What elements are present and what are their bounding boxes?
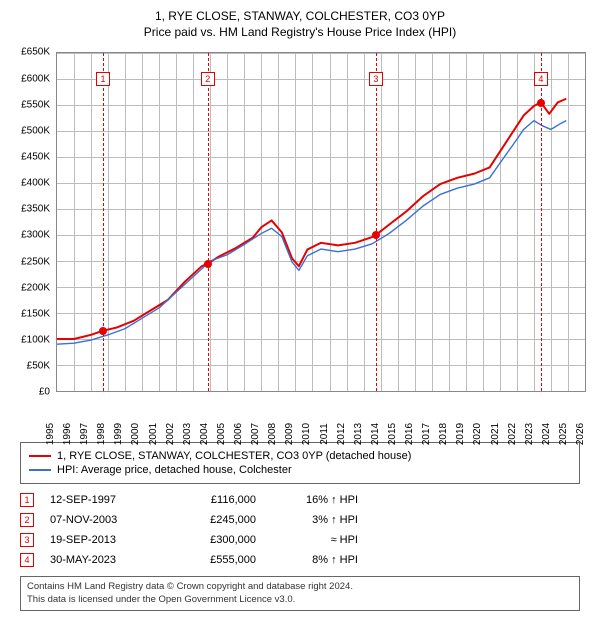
x-tick-label: 1995	[45, 423, 56, 445]
legend-item: 1, RYE CLOSE, STANWAY, COLCHESTER, CO3 0…	[29, 449, 571, 463]
event-vline	[103, 53, 104, 391]
event-number: 3	[20, 533, 34, 547]
event-number: 4	[20, 553, 34, 567]
sale-marker	[99, 327, 107, 335]
x-tick-label: 1998	[96, 423, 107, 445]
event-number: 2	[20, 513, 34, 527]
event-date: 07-NOV-2003	[50, 514, 150, 526]
x-tick-label: 2013	[353, 423, 364, 445]
x-tick-label: 2020	[472, 423, 483, 445]
x-tick-label: 2006	[233, 423, 244, 445]
x-tick-label: 2016	[404, 423, 415, 445]
event-row: 1 12-SEP-1997 £116,000 16% ↑ HPI	[20, 490, 580, 510]
title-line-2: Price paid vs. HM Land Registry's House …	[10, 24, 590, 40]
legend: 1, RYE CLOSE, STANWAY, COLCHESTER, CO3 0…	[20, 442, 580, 484]
x-tick-label: 2025	[558, 423, 569, 445]
y-tick-label: £650K	[21, 47, 50, 58]
sale-marker	[537, 99, 545, 107]
y-tick-label: £50K	[27, 361, 50, 372]
series-price_paid	[57, 99, 566, 339]
y-tick-label: £200K	[21, 282, 50, 293]
x-tick-label: 2009	[284, 423, 295, 445]
x-tick-label: 2024	[541, 423, 552, 445]
attribution-line-1: Contains HM Land Registry data © Crown c…	[27, 581, 573, 593]
title-line-1: 1, RYE CLOSE, STANWAY, COLCHESTER, CO3 0…	[10, 8, 590, 24]
x-tick-label: 2000	[130, 423, 141, 445]
y-tick-label: £400K	[21, 178, 50, 189]
x-tick-label: 2019	[455, 423, 466, 445]
event-row: 2 07-NOV-2003 £245,000 3% ↑ HPI	[20, 510, 580, 530]
y-axis-ticks: £0£50K£100K£150K£200K£250K£300K£350K£400…	[10, 52, 54, 392]
x-tick-label: 2004	[199, 423, 210, 445]
x-tick-label: 2005	[216, 423, 227, 445]
event-callout: 1	[96, 72, 110, 86]
x-tick-label: 2018	[438, 423, 449, 445]
page-root: 1, RYE CLOSE, STANWAY, COLCHESTER, CO3 0…	[0, 0, 600, 621]
sale-marker	[204, 260, 212, 268]
x-tick-label: 2014	[370, 423, 381, 445]
x-tick-label: 1997	[79, 423, 90, 445]
x-tick-label: 2011	[319, 424, 330, 446]
event-price: £300,000	[166, 534, 256, 546]
y-tick-label: £150K	[21, 308, 50, 319]
legend-swatch	[29, 455, 51, 457]
y-tick-label: £350K	[21, 204, 50, 215]
event-date: 12-SEP-1997	[50, 494, 150, 506]
event-row: 4 30-MAY-2023 £555,000 8% ↑ HPI	[20, 550, 580, 570]
series-hpi	[57, 121, 566, 345]
y-tick-label: £450K	[21, 151, 50, 162]
x-tick-label: 2017	[421, 423, 432, 445]
x-tick-label: 2026	[575, 423, 586, 445]
legend-swatch	[29, 469, 51, 471]
y-tick-label: £0	[39, 387, 50, 398]
event-date: 19-SEP-2013	[50, 534, 150, 546]
line-series	[57, 53, 585, 391]
events-table: 1 12-SEP-1997 £116,000 16% ↑ HPI 2 07-NOV-200…	[20, 490, 580, 570]
event-row: 3 19-SEP-2013 £300,000 ≈ HPI	[20, 530, 580, 550]
x-tick-label: 2012	[336, 423, 347, 445]
x-tick-label: 2015	[387, 423, 398, 445]
y-tick-label: £500K	[21, 125, 50, 136]
event-delta: 8% ↑ HPI	[272, 554, 358, 566]
x-tick-label: 2008	[267, 423, 278, 445]
event-delta: 16% ↑ HPI	[272, 494, 358, 506]
x-tick-label: 2023	[524, 423, 535, 445]
y-tick-label: £550K	[21, 99, 50, 110]
legend-item: HPI: Average price, detached house, Colc…	[29, 463, 571, 477]
event-price: £245,000	[166, 514, 256, 526]
y-tick-label: £600K	[21, 73, 50, 84]
event-vline	[376, 53, 377, 391]
event-callout: 3	[369, 72, 383, 86]
attribution: Contains HM Land Registry data © Crown c…	[20, 576, 580, 611]
y-tick-label: £250K	[21, 256, 50, 267]
event-callout: 2	[201, 72, 215, 86]
x-tick-label: 2001	[148, 423, 159, 445]
event-delta: 3% ↑ HPI	[272, 514, 358, 526]
plot-area: 1 2 3 4	[56, 52, 586, 392]
legend-label: HPI: Average price, detached house, Colc…	[57, 464, 292, 476]
event-price: £116,000	[166, 494, 256, 506]
event-number: 1	[20, 493, 34, 507]
title-block: 1, RYE CLOSE, STANWAY, COLCHESTER, CO3 0…	[10, 8, 590, 40]
y-tick-label: £300K	[21, 230, 50, 241]
x-tick-label: 2022	[507, 423, 518, 445]
y-tick-label: £100K	[21, 335, 50, 346]
event-price: £555,000	[166, 554, 256, 566]
x-tick-label: 2002	[165, 423, 176, 445]
x-tick-label: 2003	[182, 423, 193, 445]
event-delta: ≈ HPI	[272, 534, 358, 546]
attribution-line-2: This data is licensed under the Open Gov…	[27, 594, 573, 606]
legend-label: 1, RYE CLOSE, STANWAY, COLCHESTER, CO3 0…	[57, 450, 411, 462]
x-tick-label: 1996	[62, 423, 73, 445]
x-tick-label: 1999	[113, 423, 124, 445]
x-tick-label: 2007	[250, 423, 261, 445]
event-vline	[208, 53, 209, 391]
x-axis-ticks: 1995199619971998199920002001200220032004…	[56, 394, 586, 436]
event-callout: 4	[534, 72, 548, 86]
x-tick-label: 2021	[490, 423, 501, 445]
x-tick-label: 2010	[301, 423, 312, 445]
sale-marker	[372, 231, 380, 239]
chart: £0 £50K £100K £150K £200K £250K £300K £350K £400…	[10, 46, 590, 436]
event-date: 30-MAY-2023	[50, 554, 150, 566]
